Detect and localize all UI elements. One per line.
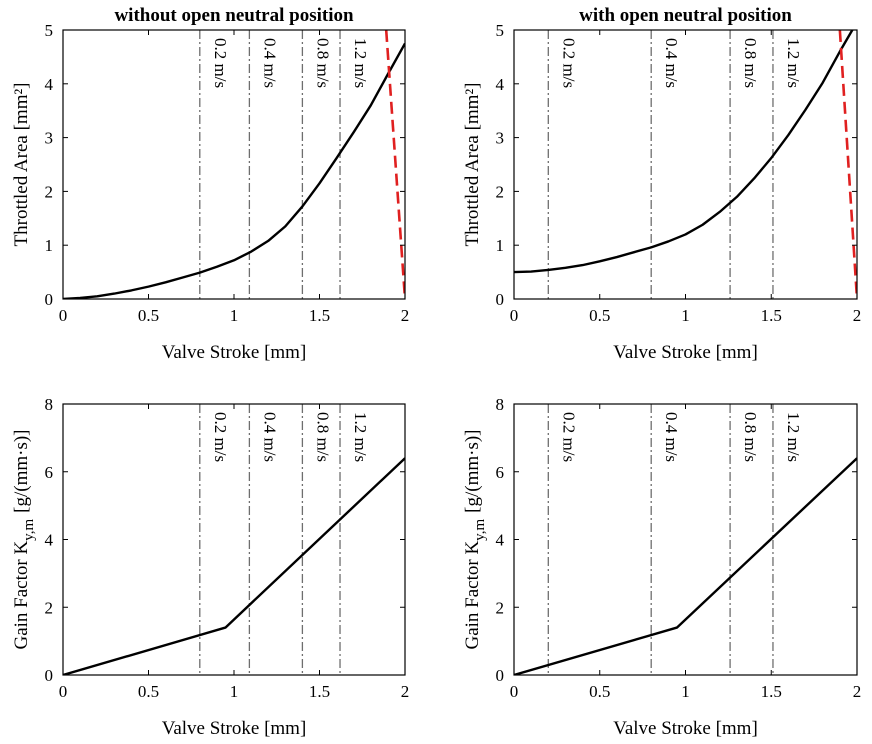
y-axis-label: Gain Factor Ky,m [g/(mm·s)]	[462, 429, 488, 649]
x-tick-label: 0	[59, 306, 68, 325]
y-tick-label: 8	[45, 395, 54, 414]
reference-line-label: 0.2 m/s	[559, 38, 578, 88]
x-tick-label: 1.5	[761, 682, 782, 701]
x-tick-label: 1	[230, 306, 239, 325]
reference-line-label: 0.2 m/s	[211, 38, 230, 88]
y-axis-label-main: Gain Factor K	[462, 541, 483, 650]
reference-line-label: 0.2 m/s	[559, 412, 578, 462]
reference-line-label: 1.2 m/s	[784, 412, 803, 462]
data-curve	[514, 30, 854, 274]
y-tick-label: 2	[45, 598, 54, 617]
data-curve	[63, 42, 405, 299]
plot-panel-4: 0.2 m/s 0.4 m/s 0.8 m/s 1.2 m/s 0 0.5 1 1.5 2 0 2 4…	[462, 395, 861, 739]
reference-line-label: 0.2 m/s	[211, 412, 230, 462]
y-tick-label: 4	[496, 531, 505, 550]
chart-title: with open neutral position	[579, 5, 792, 26]
y-tick-label: 4	[496, 75, 505, 94]
y-axis-label-subscript: y,m	[472, 519, 488, 541]
x-tick-label: 0	[510, 682, 519, 701]
reference-line-label: 1.2 m/s	[784, 38, 803, 88]
y-axis-label: Throttled Area [mm²]	[462, 83, 483, 247]
y-tick-label: 3	[496, 129, 505, 148]
data-curve	[514, 457, 857, 675]
reference-line-label: 0.8 m/s	[313, 412, 332, 462]
y-tick-label: 4	[45, 75, 54, 94]
x-tick-label: 2	[853, 306, 862, 325]
x-axis-label: Valve Stroke [mm]	[613, 718, 758, 739]
y-axis-label-main: Throttled Area [mm²]	[462, 83, 483, 247]
x-tick-label: 2	[401, 682, 410, 701]
x-tick-label: 0.5	[138, 306, 159, 325]
y-tick-label: 3	[45, 129, 54, 148]
plot-panel-3: 0.2 m/s 0.4 m/s 0.8 m/s 1.2 m/s 0 0.5 1 1.5 2 0 2 4…	[11, 395, 409, 739]
y-axis-label-main: Gain Factor K	[11, 541, 32, 650]
y-tick-label: 0	[45, 290, 54, 309]
reference-line-label: 0.4 m/s	[662, 412, 681, 462]
y-tick-label: 4	[45, 531, 54, 550]
y-axis-label-unit: [g/(mm·s)]	[462, 429, 483, 512]
y-tick-label: 2	[45, 182, 54, 201]
data-curve	[63, 457, 405, 675]
x-tick-label: 1	[230, 682, 239, 701]
x-axis-label: Valve Stroke [mm]	[162, 718, 307, 739]
plot-panel-1: without open neutral position 0.2 m/s 0.4 …	[11, 5, 409, 363]
y-axis-label: Throttled Area [mm²]	[11, 83, 32, 247]
x-tick-label: 1.5	[761, 306, 782, 325]
y-tick-label: 2	[496, 598, 505, 617]
x-tick-label: 1.5	[309, 682, 330, 701]
chart-title: without open neutral position	[114, 5, 354, 26]
reference-line-label: 1.2 m/s	[351, 38, 370, 88]
y-tick-label: 0	[45, 666, 54, 685]
reference-line-label: 0.8 m/s	[741, 412, 760, 462]
reference-line-label: 0.8 m/s	[313, 38, 332, 88]
reference-line-label: 0.8 m/s	[741, 38, 760, 88]
reference-line-label: 0.4 m/s	[662, 38, 681, 88]
x-axis-label: Valve Stroke [mm]	[162, 342, 307, 363]
x-axis-label: Valve Stroke [mm]	[613, 342, 758, 363]
reference-line-label: 0.4 m/s	[260, 412, 279, 462]
x-tick-label: 2	[401, 306, 410, 325]
x-tick-label: 1	[681, 682, 690, 701]
x-tick-label: 2	[853, 682, 862, 701]
y-axis-label-subscript: y,m	[21, 519, 37, 541]
x-tick-label: 1	[681, 306, 690, 325]
y-axis-label-unit: [g/(mm·s)]	[11, 429, 32, 512]
x-tick-label: 0.5	[589, 682, 610, 701]
y-tick-label: 6	[45, 463, 54, 482]
x-tick-label: 0	[59, 682, 68, 701]
x-tick-label: 1.5	[309, 306, 330, 325]
x-tick-label: 0.5	[138, 682, 159, 701]
y-tick-label: 6	[496, 463, 505, 482]
y-tick-label: 5	[496, 21, 505, 40]
reference-line-label: 1.2 m/s	[351, 412, 370, 462]
y-axis-label-main: Throttled Area [mm²]	[11, 83, 32, 247]
y-tick-label: 0	[496, 666, 505, 685]
reference-line-label: 0.4 m/s	[260, 38, 279, 88]
y-tick-label: 1	[496, 236, 505, 255]
x-tick-label: 0.5	[589, 306, 610, 325]
y-tick-label: 2	[496, 182, 505, 201]
x-tick-label: 0	[510, 306, 519, 325]
dashed-red-line	[838, 30, 857, 299]
y-tick-label: 8	[496, 395, 505, 414]
dashed-red-line	[384, 30, 405, 299]
y-tick-label: 0	[496, 290, 505, 309]
y-axis-label: Gain Factor Ky,m [g/(mm·s)]	[11, 429, 37, 649]
y-tick-label: 5	[45, 21, 54, 40]
y-tick-label: 1	[45, 236, 54, 255]
